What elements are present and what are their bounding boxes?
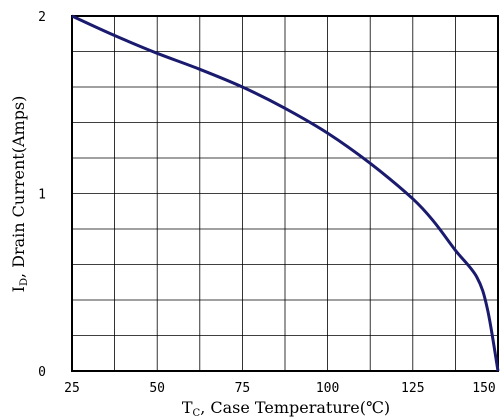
x-axis-label: TC, Case Temperature(℃) <box>182 398 390 418</box>
series-line <box>71 14 500 372</box>
y-axis-label: ID, Drain Current(Amps) <box>9 96 30 293</box>
y-tick-labels: 0 1 2 <box>38 10 46 380</box>
y-tick-label: 0 <box>38 365 46 380</box>
x-tick-label: 25 <box>64 381 80 396</box>
y-axis-label-main: I <box>9 286 28 292</box>
x-tick-label: 75 <box>235 381 251 396</box>
x-axis-label-sub: C <box>193 408 201 418</box>
plot-frame <box>71 15 499 372</box>
y-tick-label: 1 <box>38 188 46 203</box>
x-tick-label: 125 <box>401 381 424 396</box>
grid-lines <box>72 16 498 371</box>
y-tick-label: 2 <box>38 10 46 25</box>
y-axis-label-sub: D <box>19 278 30 286</box>
x-tick-labels: 25 50 75 100 125 150 <box>64 381 496 396</box>
x-tick-label: 150 <box>472 381 495 396</box>
x-axis-label-main: T <box>182 398 193 417</box>
x-axis-label-rest: , Case Temperature(℃) <box>200 398 390 417</box>
x-tick-label: 50 <box>149 381 165 396</box>
x-tick-label: 100 <box>316 381 339 396</box>
y-axis-label-rest: , Drain Current(Amps) <box>9 96 28 278</box>
